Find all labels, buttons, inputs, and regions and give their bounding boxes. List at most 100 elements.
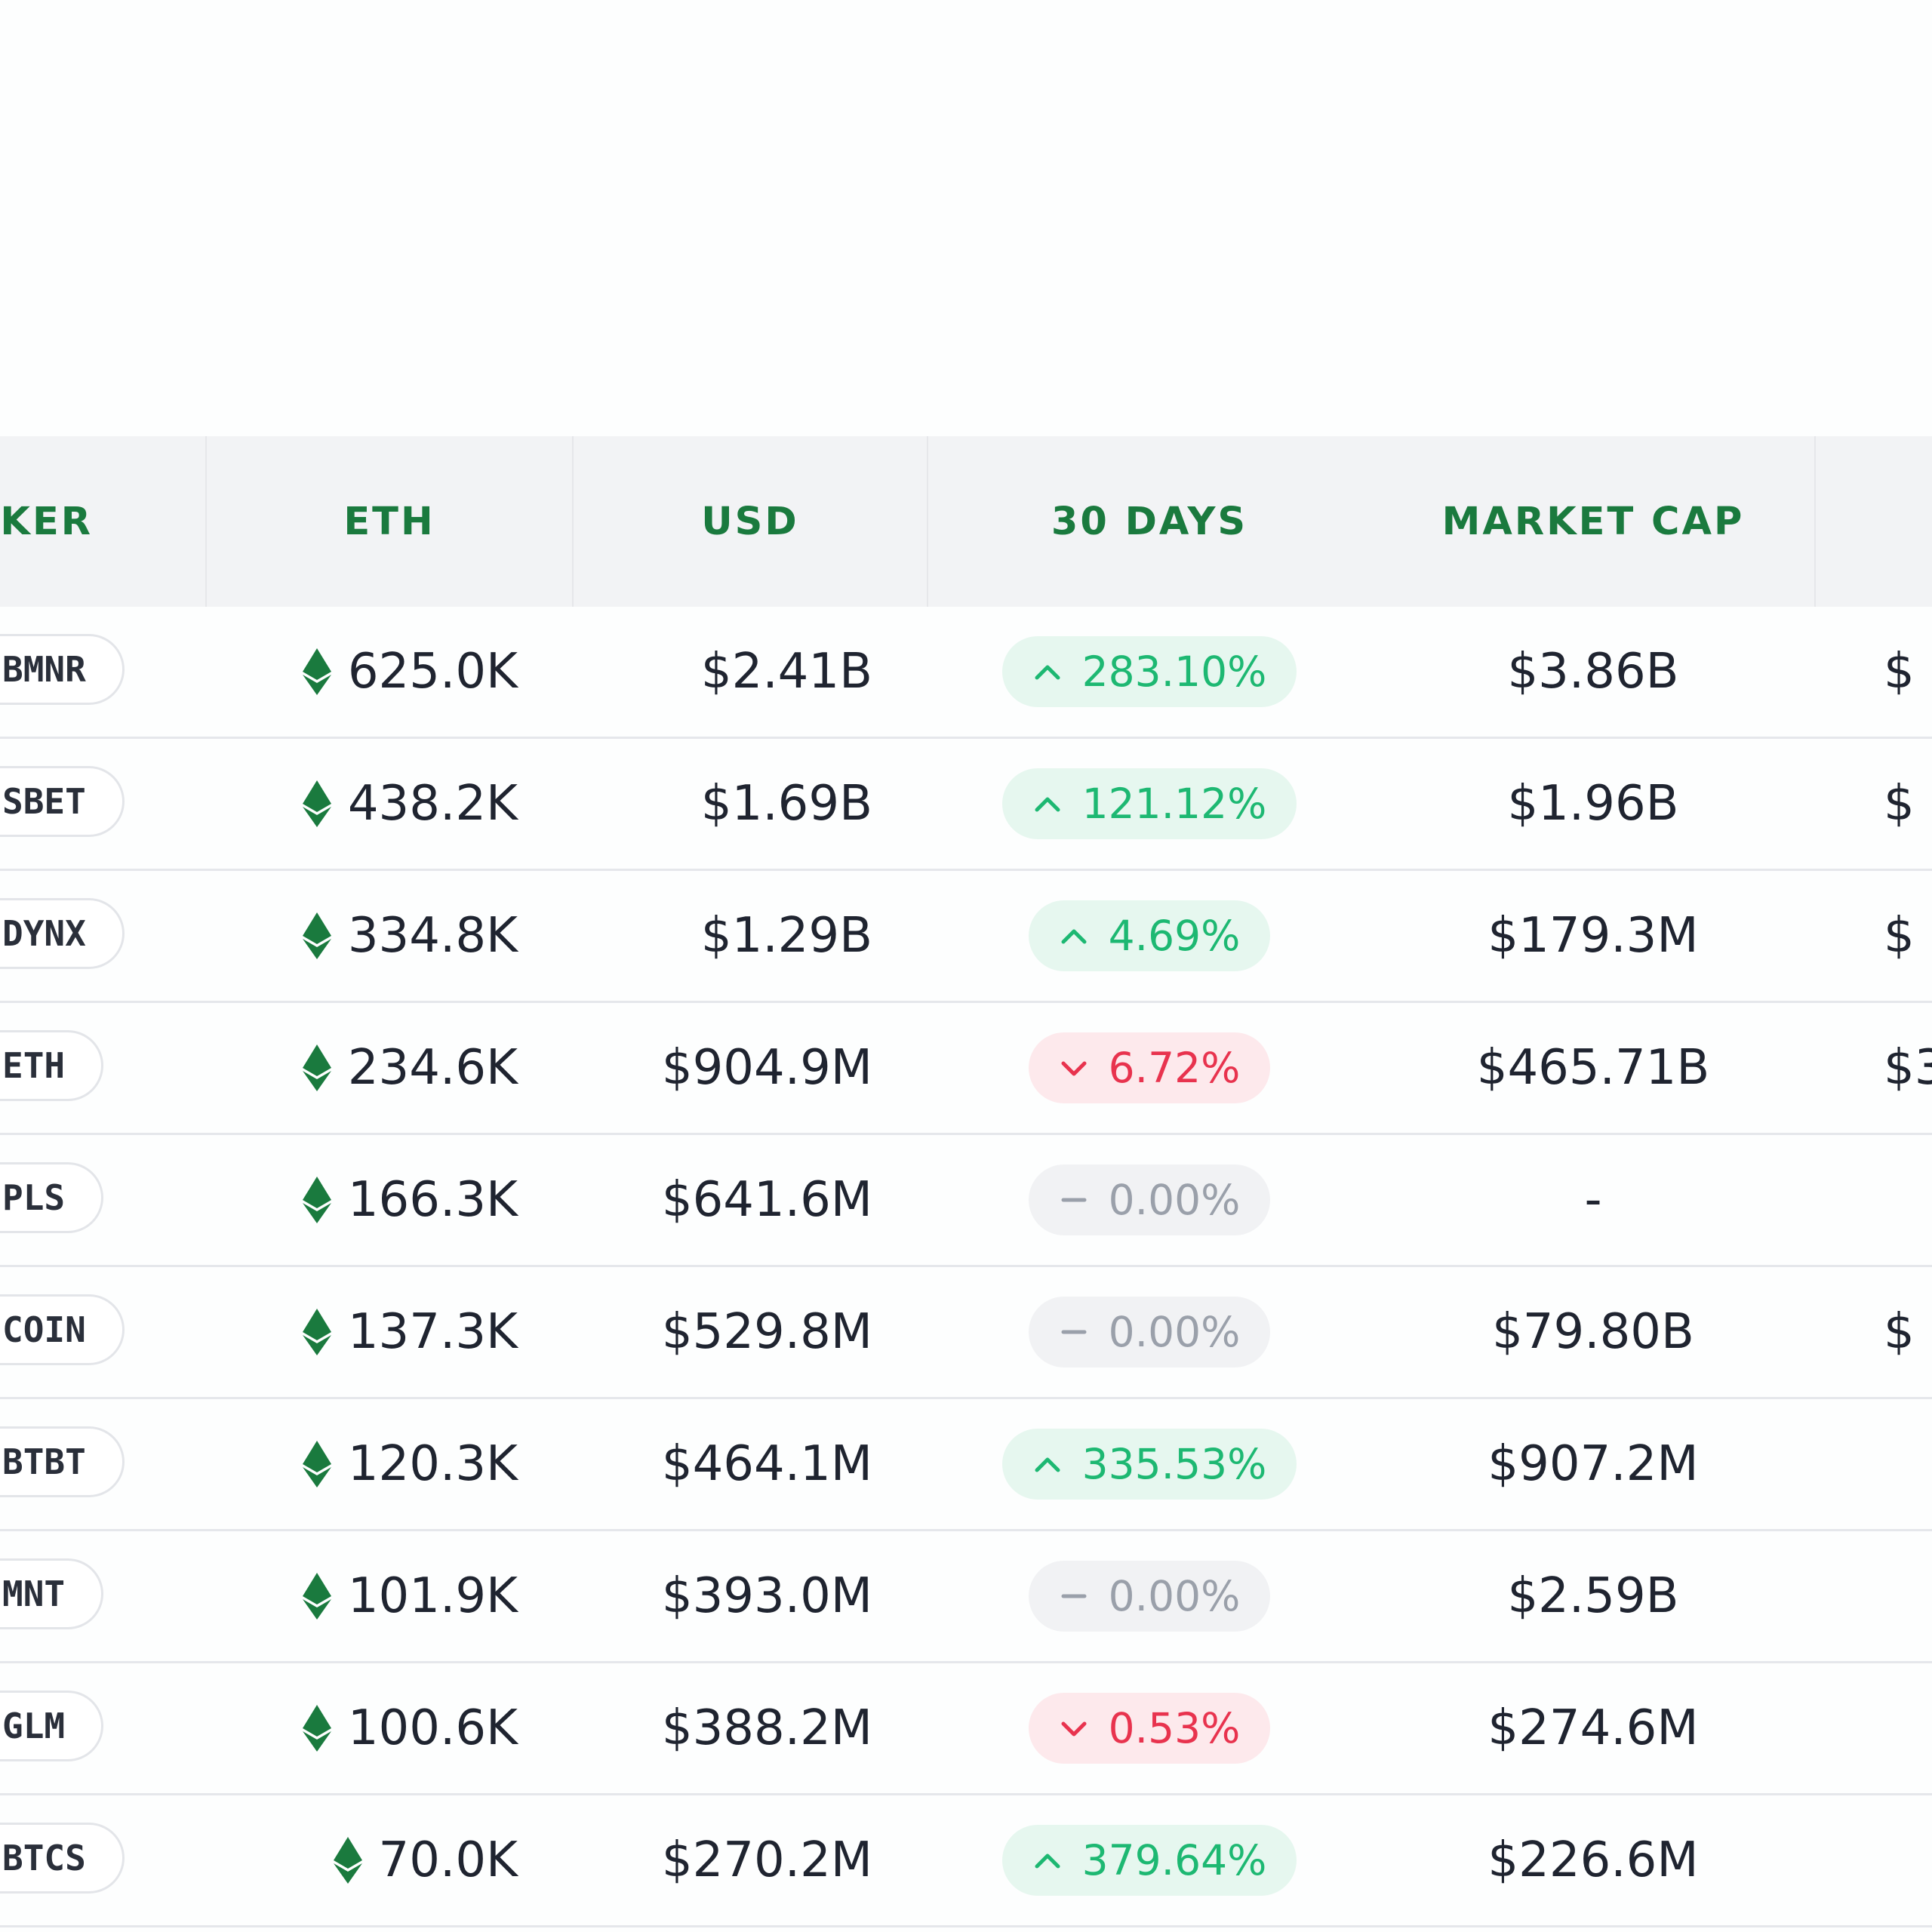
usd-value: $388.2M [661,1700,872,1756]
truncated-column-value: $3 [1884,1040,1932,1096]
eth-holdings: 70.0K [205,1795,518,1925]
column-divider [572,436,574,607]
table-row[interactable]: PLS 166.3K $641.6M 0.00% - [0,1135,1932,1267]
change-badge: 283.10% [1001,636,1297,707]
market-cap-value: $274.6M [1487,1700,1699,1756]
chevron-up-icon [1035,665,1060,680]
change-value: 283.10% [1081,648,1267,696]
ticker-badge[interactable]: PLS [0,1162,104,1233]
dash-icon [1061,1330,1087,1334]
usd-value: $529.8M [661,1304,872,1360]
column-header-ticker[interactable]: CKER [0,499,94,544]
change-30-days: 6.72% [928,1003,1371,1133]
market-cap-value: $3.86B [1507,644,1679,700]
change-badge: 4.69% [1028,900,1271,971]
ticker-badge[interactable]: GLM [0,1690,104,1761]
ticker-badge[interactable]: SBET [0,766,125,837]
column-header-30-days[interactable]: 30 DAYS [1051,499,1248,544]
change-30-days: 4.69% [928,871,1371,1001]
eth-amount: 234.6K [347,1040,518,1096]
column-divider [205,436,207,607]
ethereum-icon [302,1705,331,1752]
ticker-badge[interactable]: DYNX [0,898,125,969]
table-row[interactable]: GLM 100.6K $388.2M 0.53% $274.6M [0,1663,1932,1795]
eth-holdings: 120.3K [205,1399,518,1529]
dash-icon [1061,1594,1087,1598]
eth-holdings: 438.2K [205,739,518,869]
truncated-column-value: $ [1884,644,1915,700]
ethereum-icon [302,912,331,959]
column-header-market-cap[interactable]: MARKET CAP [1441,499,1745,544]
table-row[interactable]: BTCS 70.0K $270.2M 379.64% $226.6M [0,1795,1932,1927]
eth-amount: 334.8K [347,908,518,964]
ticker-badge[interactable]: BTBT [0,1426,125,1497]
ethereum-icon [302,1044,331,1091]
change-value: 0.53% [1108,1704,1241,1752]
chevron-down-icon [1061,1061,1087,1076]
change-value: 6.72% [1108,1044,1241,1092]
change-value: 0.00% [1108,1308,1241,1356]
usd-value: $270.2M [661,1832,872,1888]
market-cap-value: $2.59B [1507,1568,1679,1624]
ticker-badge[interactable]: ETH [0,1030,104,1101]
eth-holdings: 166.3K [205,1135,518,1265]
eth-amount: 137.3K [347,1304,518,1360]
change-30-days: 0.00% [928,1267,1371,1397]
chevron-up-icon [1035,1457,1060,1472]
table-row[interactable]: BTBT 120.3K $464.1M 335.53% $907.2M [0,1399,1932,1531]
dash-icon [1061,1198,1087,1202]
usd-value: $464.1M [661,1436,872,1492]
eth-amount: 625.0K [347,644,518,700]
change-30-days: 335.53% [928,1399,1371,1529]
chevron-up-icon [1035,797,1060,812]
usd-value: $393.0M [661,1568,872,1624]
ticker-badge[interactable]: BTCS [0,1823,125,1894]
change-value: 379.64% [1081,1836,1267,1884]
market-cap-value: $465.71B [1476,1040,1710,1096]
table-row[interactable]: COIN 137.3K $529.8M 0.00% $79.80B $ [0,1267,1932,1399]
change-value: 4.69% [1108,912,1241,960]
eth-amount: 438.2K [347,776,518,832]
ethereum-icon [333,1837,362,1884]
chevron-up-icon [1035,1854,1060,1869]
change-badge: 6.72% [1028,1032,1271,1103]
column-divider [927,436,928,607]
table-row[interactable]: SBET 438.2K $1.69B 121.12% $1.96B $ [0,739,1932,871]
ticker-badge[interactable]: BMNR [0,634,125,705]
ticker-badge[interactable]: MNT [0,1558,104,1629]
ethereum-icon [302,780,331,827]
column-divider [1814,436,1816,607]
usd-value: $1.29B [700,908,872,964]
change-30-days: 121.12% [928,739,1371,869]
market-cap-value: $179.3M [1487,908,1699,964]
eth-amount: 166.3K [347,1172,518,1228]
eth-holdings: 101.9K [205,1531,518,1661]
table-row[interactable]: MNT 101.9K $393.0M 0.00% $2.59B [0,1531,1932,1663]
eth-holdings: 234.6K [205,1003,518,1133]
usd-value: $2.41B [700,644,872,700]
change-badge: 0.00% [1028,1561,1271,1632]
column-header-usd[interactable]: USD [701,499,799,544]
usd-value: $1.69B [700,776,872,832]
change-value: 121.12% [1081,780,1267,828]
market-cap-value: $79.80B [1492,1304,1694,1360]
change-value: 335.53% [1081,1440,1267,1488]
eth-amount: 100.6K [347,1700,518,1756]
change-badge: 335.53% [1001,1429,1297,1500]
table-row[interactable]: BMNR 625.0K $2.41B 283.10% $3.86B $ [0,607,1932,739]
eth-holdings: 625.0K [205,607,518,737]
column-header-eth[interactable]: ETH [343,499,435,544]
change-badge: 0.00% [1028,1164,1271,1235]
ticker-badge[interactable]: COIN [0,1294,125,1365]
market-cap-value: $1.96B [1507,776,1679,832]
eth-amount: 70.0K [378,1832,518,1888]
table-header: CKER ETH USD 30 DAYS MARKET CAP [0,436,1932,607]
usd-value: $641.6M [661,1172,872,1228]
change-30-days: 0.00% [928,1135,1371,1265]
ethereum-icon [302,1441,331,1487]
table-row[interactable]: DYNX 334.8K $1.29B 4.69% $179.3M $ [0,871,1932,1003]
change-badge: 379.64% [1001,1825,1297,1896]
truncated-column-value [1884,1399,1932,1529]
market-cap-value: $907.2M [1487,1436,1699,1492]
table-row[interactable]: ETH 234.6K $904.9M 6.72% $465.71B $3 [0,1003,1932,1135]
